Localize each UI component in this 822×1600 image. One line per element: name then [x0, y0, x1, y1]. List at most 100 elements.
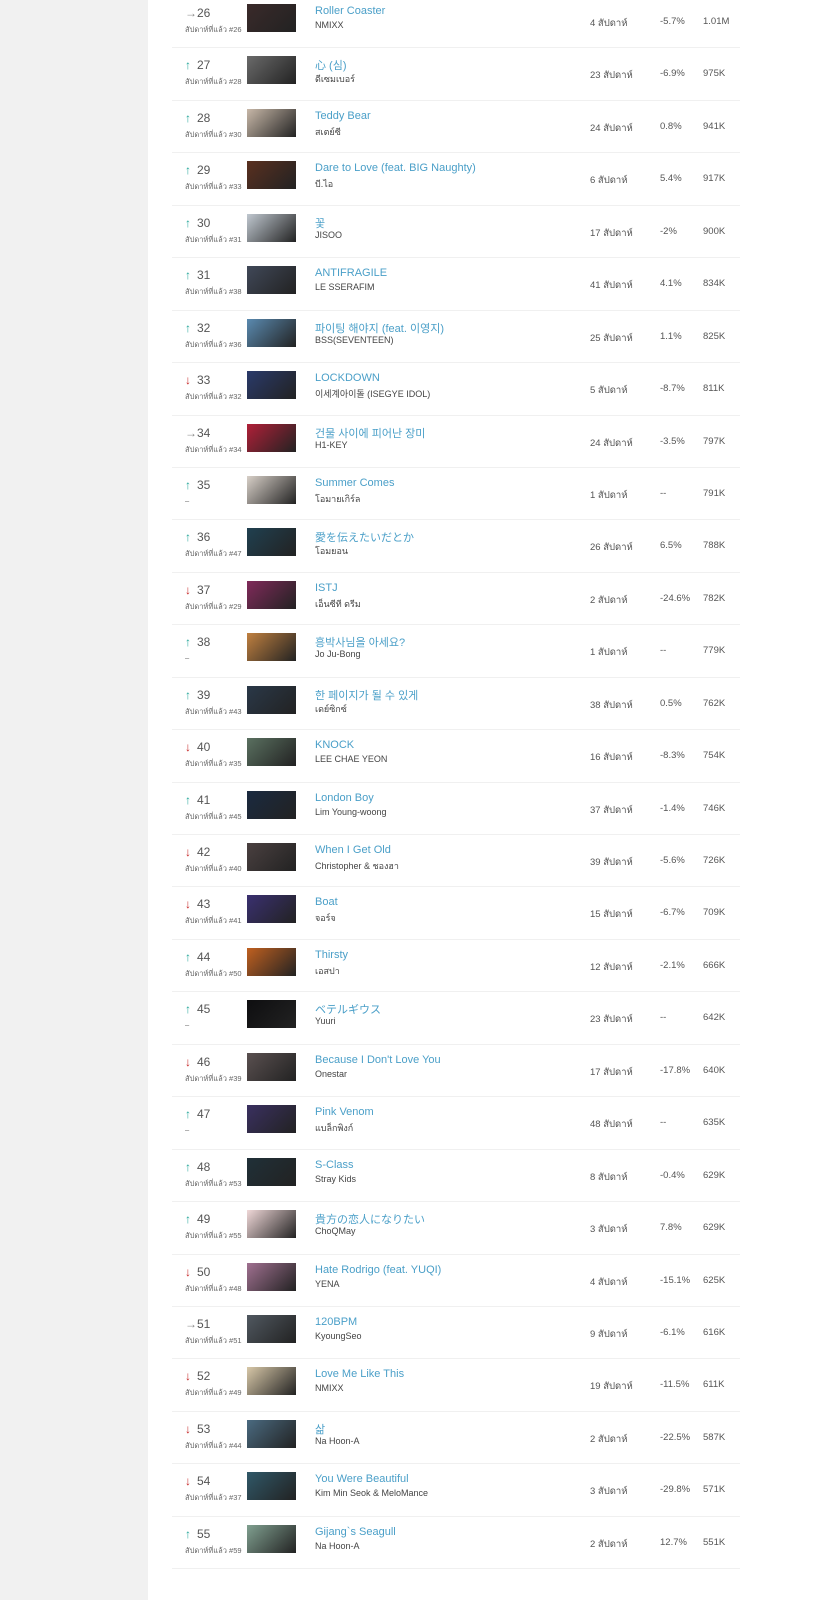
song-title-link[interactable]: Summer Comes — [315, 476, 395, 489]
video-thumbnail[interactable] — [247, 1262, 296, 1291]
artist-name[interactable]: Lim Young-woong — [315, 806, 387, 817]
chart-row[interactable]: ↑ 30 สัปดาห์ที่แล้ว #31 꽃 JISOO 17 สัปดาห์ -2%… — [172, 206, 740, 259]
song-title-link[interactable]: Pink Venom — [315, 1106, 374, 1119]
video-thumbnail[interactable] — [247, 1052, 296, 1081]
chart-row[interactable]: ↓ 33 สัปดาห์ที่แล้ว #32 LOCKDOWN 이세계아이돌 (ISE… — [172, 363, 740, 416]
artist-name[interactable]: BSS(SEVENTEEN) — [315, 334, 394, 345]
video-thumbnail[interactable] — [247, 947, 296, 976]
video-thumbnail[interactable] — [247, 266, 296, 295]
chart-row[interactable]: ↑ 47– Pink Venom แบล็กพิงก์ 48 สัปดาห์ -- 635K — [172, 1097, 740, 1150]
artist-name[interactable]: Yuuri — [315, 1016, 336, 1027]
video-thumbnail[interactable] — [247, 1314, 296, 1343]
video-thumbnail[interactable] — [247, 738, 296, 767]
artist-name[interactable]: KyoungSeo — [315, 1330, 362, 1341]
video-thumbnail[interactable] — [247, 475, 296, 504]
song-title-link[interactable]: ベテルギウス — [315, 1004, 381, 1017]
video-thumbnail[interactable] — [247, 790, 296, 819]
song-title-link[interactable]: LOCKDOWN — [315, 372, 380, 385]
chart-row[interactable]: ↓ 46 สัปดาห์ที่แล้ว #39 Because I Don't Lov… — [172, 1045, 740, 1098]
artist-name[interactable]: Na Hoon-A — [315, 1540, 360, 1551]
chart-row[interactable]: ↑ 55 สัปดาห์ที่แล้ว #59 Gijang`s Seagull Na … — [172, 1517, 740, 1570]
artist-name[interactable]: จอร์จ — [315, 913, 336, 924]
artist-name[interactable]: Onestar — [315, 1068, 348, 1079]
artist-name[interactable]: Stray Kids — [315, 1173, 357, 1184]
song-title-link[interactable]: You Were Beautiful — [315, 1473, 409, 1486]
chart-row[interactable]: ↑ 27 สัปดาห์ที่แล้ว #28 心 (심) ดีเซมเบอร์ 23 ส… — [172, 48, 740, 101]
chart-row[interactable]: →26 สัปดาห์ที่แล้ว #26 Roller Coaster NMIXX… — [172, 0, 740, 49]
chart-row[interactable]: ↑ 32 สัปดาห์ที่แล้ว #36 파이팅 해야지 (feat. 이영지)… — [172, 311, 740, 364]
artist-name[interactable]: สเตย์ซี — [315, 126, 341, 137]
artist-name[interactable]: Jo Ju-Bong — [315, 649, 361, 660]
chart-row[interactable]: ↑ 44 สัปดาห์ที่แล้ว #50 Thirsty เอสปา 12 สัปด… — [172, 940, 740, 993]
artist-name[interactable]: JISOO — [315, 229, 343, 240]
chart-row[interactable]: ↓ 53 สัปดาห์ที่แล้ว #44 삶 Na Hoon-A 2 สัปดาห์… — [172, 1412, 740, 1465]
song-title-link[interactable]: Roller Coaster — [315, 5, 386, 17]
song-title-link[interactable]: London Boy — [315, 791, 374, 804]
song-title-link[interactable]: ANTIFRAGILE — [315, 267, 388, 280]
song-title-link[interactable]: Teddy Bear — [315, 109, 371, 122]
artist-name[interactable]: บี.ไอ — [315, 179, 334, 190]
artist-name[interactable]: ดีเซมเบอร์ — [315, 74, 355, 85]
chart-row[interactable]: ↑ 45– ベテルギウス Yuuri 23 สัปดาห์ -- 642K — [172, 992, 740, 1045]
song-title-link[interactable]: When I Get Old — [315, 844, 391, 856]
song-title-link[interactable]: 愛を伝えたいだとか — [315, 532, 414, 545]
artist-name[interactable]: โอมยอน — [315, 546, 349, 557]
song-title-link[interactable]: Thirsty — [315, 948, 348, 961]
song-title-link[interactable]: S-Class — [315, 1158, 354, 1171]
artist-name[interactable]: 이세계아이돌 (ISEGYE IDOL) — [315, 389, 431, 400]
song-title-link[interactable]: 貴方の恋人になりたい — [315, 1214, 425, 1227]
video-thumbnail[interactable] — [247, 685, 296, 714]
artist-name[interactable]: NMIXX — [315, 20, 344, 30]
song-title-link[interactable]: Because I Don't Love You — [315, 1053, 441, 1066]
video-thumbnail[interactable] — [247, 633, 296, 662]
artist-name[interactable]: H1-KEY — [315, 439, 348, 450]
chart-row[interactable]: ↓ 52 สัปดาห์ที่แล้ว #49 Love Me Like This NM… — [172, 1359, 740, 1412]
video-thumbnail[interactable] — [247, 843, 296, 871]
video-thumbnail[interactable] — [247, 1000, 296, 1029]
artist-name[interactable]: Na Hoon-A — [315, 1435, 360, 1446]
song-title-link[interactable]: 120BPM — [315, 1315, 358, 1328]
video-thumbnail[interactable] — [247, 1210, 296, 1239]
video-thumbnail[interactable] — [247, 580, 296, 609]
artist-name[interactable]: LEE CHAE YEON — [315, 754, 388, 765]
artist-name[interactable]: ChoQMay — [315, 1226, 356, 1237]
song-title-link[interactable]: Boat — [315, 896, 338, 909]
song-title-link[interactable]: Gijang`s Seagull — [315, 1525, 396, 1538]
artist-name[interactable]: YENA — [315, 1278, 340, 1289]
song-title-link[interactable]: 건물 사이에 피어난 장미 — [315, 427, 426, 440]
song-title-link[interactable]: Hate Rodrigo (feat. YUQI) — [315, 1263, 442, 1276]
video-thumbnail[interactable] — [247, 528, 296, 557]
chart-row[interactable]: ↓ 43 สัปดาห์ที่แล้ว #41 Boat จอร์จ 15 สัปดาห์… — [172, 887, 740, 940]
chart-row[interactable]: ↑ 36 สัปดาห์ที่แล้ว #47 愛を伝えたいだとか โอมยอน 26 ส… — [172, 520, 740, 573]
chart-row[interactable]: ↓ 42 สัปดาห์ที่แล้ว #40 When I Get Old Chris… — [172, 835, 740, 888]
chart-row[interactable]: ↑ 39 สัปดาห์ที่แล้ว #43 한 페이지가 될 수 있게 เดย์ซิ… — [172, 678, 740, 731]
artist-name[interactable]: เอ็นซีที ดรีม — [315, 598, 361, 609]
video-thumbnail[interactable] — [247, 1157, 296, 1186]
chart-row[interactable]: ↑ 31 สัปดาห์ที่แล้ว #38 ANTIFRAGILE LE SSERA… — [172, 258, 740, 311]
artist-name[interactable]: เดย์ซิกซ์ — [315, 703, 347, 714]
chart-row[interactable]: ↓ 40 สัปดาห์ที่แล้ว #35 KNOCK LEE CHAE YEON 1… — [172, 730, 740, 783]
chart-row[interactable]: ↓ 54 สัปดาห์ที่แล้ว #37 You Were Beautiful K… — [172, 1464, 740, 1517]
song-title-link[interactable]: KNOCK — [315, 739, 355, 752]
chart-row[interactable]: →34 สัปดาห์ที่แล้ว #34 건물 사이에 피어난 장미 H1-KEY… — [172, 416, 740, 468]
video-thumbnail[interactable] — [247, 1524, 296, 1553]
chart-row[interactable]: ↓ 37 สัปดาห์ที่แล้ว #29 ISTJ เอ็นซีที ดรีม 2 … — [172, 573, 740, 626]
song-title-link[interactable]: 한 페이지가 될 수 있게 — [315, 689, 419, 702]
song-title-link[interactable]: ISTJ — [315, 581, 338, 594]
chart-row[interactable]: ↓ 50 สัปดาห์ที่แล้ว #48 Hate Rodrigo (feat.… — [172, 1255, 740, 1307]
chart-row[interactable]: ↑ 35– Summer Comes โอมายเกิร์ล 1 สัปดาห์ -- 79… — [172, 468, 740, 521]
artist-name[interactable]: โอมายเกิร์ล — [315, 493, 361, 504]
video-thumbnail[interactable] — [247, 423, 296, 452]
song-title-link[interactable]: Dare to Love (feat. BIG Naughty) — [315, 162, 476, 175]
video-thumbnail[interactable] — [247, 371, 296, 400]
video-thumbnail[interactable] — [247, 56, 296, 85]
song-title-link[interactable]: Love Me Like This — [315, 1368, 405, 1381]
artist-name[interactable]: เอสปา — [315, 965, 340, 976]
chart-row[interactable]: ↑ 48 สัปดาห์ที่แล้ว #53 S-Class Stray Kids 8 … — [172, 1150, 740, 1203]
video-thumbnail[interactable] — [247, 1472, 296, 1501]
chart-row[interactable]: ↑ 28 สัปดาห์ที่แล้ว #30 Teddy Bear สเตย์ซี 24… — [172, 101, 740, 154]
artist-name[interactable]: แบล็กพิงก์ — [315, 1123, 354, 1134]
artist-name[interactable]: NMIXX — [315, 1383, 344, 1394]
song-title-link[interactable]: 흥박사님을 아세요? — [315, 637, 406, 650]
song-title-link[interactable]: 삶 — [315, 1423, 326, 1436]
